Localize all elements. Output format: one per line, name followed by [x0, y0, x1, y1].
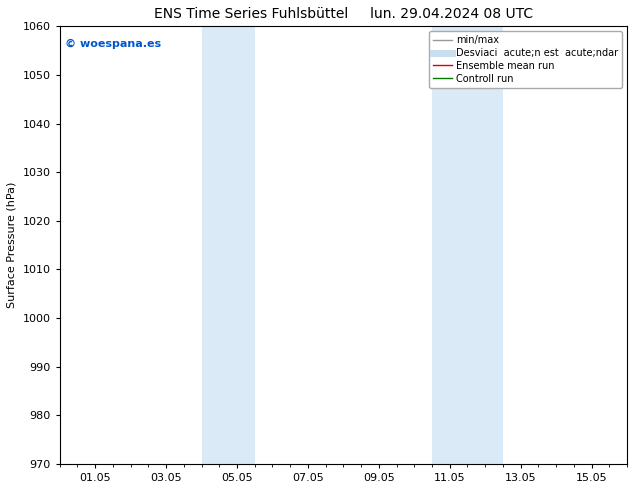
Title: ENS Time Series Fuhlsbüttel     lun. 29.04.2024 08 UTC: ENS Time Series Fuhlsbüttel lun. 29.04.2… — [154, 7, 533, 21]
Legend: min/max, Desviaci  acute;n est  acute;ndar, Ensemble mean run, Controll run: min/max, Desviaci acute;n est acute;ndar… — [429, 31, 622, 88]
Bar — [432, 26, 503, 464]
Text: © woespana.es: © woespana.es — [65, 39, 162, 49]
Y-axis label: Surface Pressure (hPa): Surface Pressure (hPa) — [7, 182, 17, 308]
Bar — [202, 26, 255, 464]
